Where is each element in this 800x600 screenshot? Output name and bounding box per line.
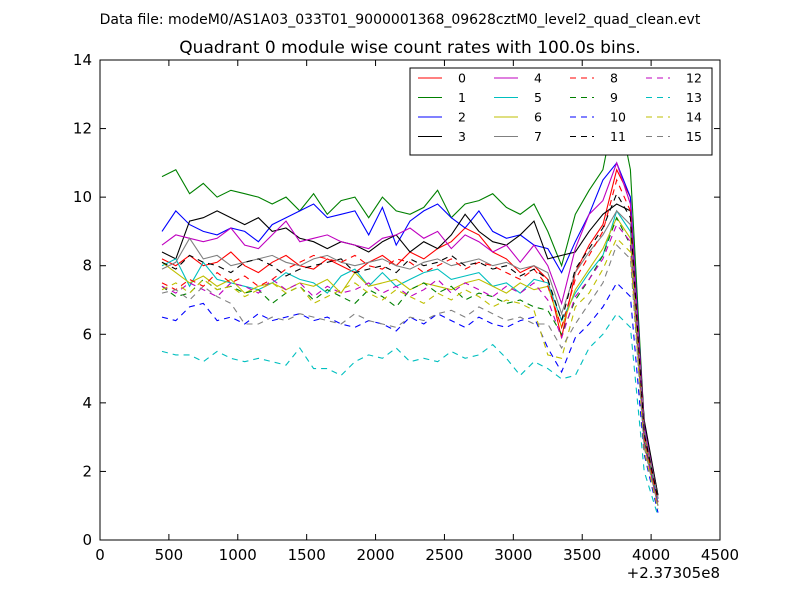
series-line-13: [161, 312, 659, 517]
legend-label-13: 13: [686, 90, 702, 105]
plot-frame: [99, 59, 721, 541]
legend-box: [409, 67, 713, 156]
y-tick-label: 2: [82, 462, 92, 480]
ticks-layer: 0 500 1000 1500 2000 2500 3000 3500 4000 4500 0 2 4 6…: [73, 51, 739, 564]
x-tick-label: 1500: [288, 546, 326, 564]
y-tick-label: 12: [73, 120, 92, 138]
legend-label-7: 7: [534, 129, 542, 144]
legend-label-5: 5: [534, 90, 542, 105]
legend-label-3: 3: [458, 129, 466, 144]
series-line-1: [161, 100, 659, 496]
y-tick-label: 8: [82, 257, 92, 275]
series-line-2: [161, 161, 659, 499]
series-line-4: [161, 161, 659, 500]
series-line-15: [161, 244, 659, 506]
x-tick-label: 3500: [563, 546, 601, 564]
legend-label-11: 11: [610, 129, 626, 144]
legend-label-15: 15: [686, 129, 702, 144]
legend-label-6: 6: [534, 110, 542, 125]
legend-label-12: 12: [686, 71, 702, 86]
series-line-10: [161, 282, 659, 513]
x-tick-label: 0: [95, 546, 105, 564]
series-line-5: [161, 209, 659, 503]
legend-label-8: 8: [610, 71, 618, 86]
x-offset-label: +2.37305e8: [627, 564, 720, 582]
x-tick-label: 2500: [425, 546, 463, 564]
legend-label-14: 14: [686, 110, 702, 125]
series-line-6: [161, 216, 659, 506]
supertitle: Data file: modeM0/AS1A03_033T01_90000013…: [100, 12, 701, 28]
x-tick-label: 3000: [494, 546, 532, 564]
y-tick-label: 4: [82, 394, 92, 412]
y-tick-label: 10: [73, 188, 92, 206]
series-line-8: [161, 178, 659, 503]
series-line-12: [161, 223, 659, 506]
series-line-7: [161, 210, 659, 500]
x-tick-label: 500: [155, 546, 184, 564]
legend-label-4: 4: [534, 71, 542, 86]
chart-title: Quadrant 0 module wise count rates with …: [179, 38, 640, 58]
legend-label-2: 2: [458, 110, 466, 125]
series-layer: [161, 100, 659, 517]
y-tick-label: 6: [82, 325, 92, 343]
y-tick-label: 14: [73, 51, 92, 69]
x-tick-label: 1000: [219, 546, 257, 564]
x-tick-label: 2000: [356, 546, 394, 564]
y-tick-label: 0: [82, 531, 92, 549]
x-tick-label: 4000: [632, 546, 670, 564]
series-line-14: [161, 237, 659, 510]
legend-label-1: 1: [458, 90, 466, 105]
series-line-3: [161, 203, 659, 496]
legend-label-10: 10: [610, 110, 626, 125]
legend-label-0: 0: [458, 71, 466, 86]
x-tick-label: 4500: [701, 546, 739, 564]
legend-label-9: 9: [610, 90, 618, 105]
